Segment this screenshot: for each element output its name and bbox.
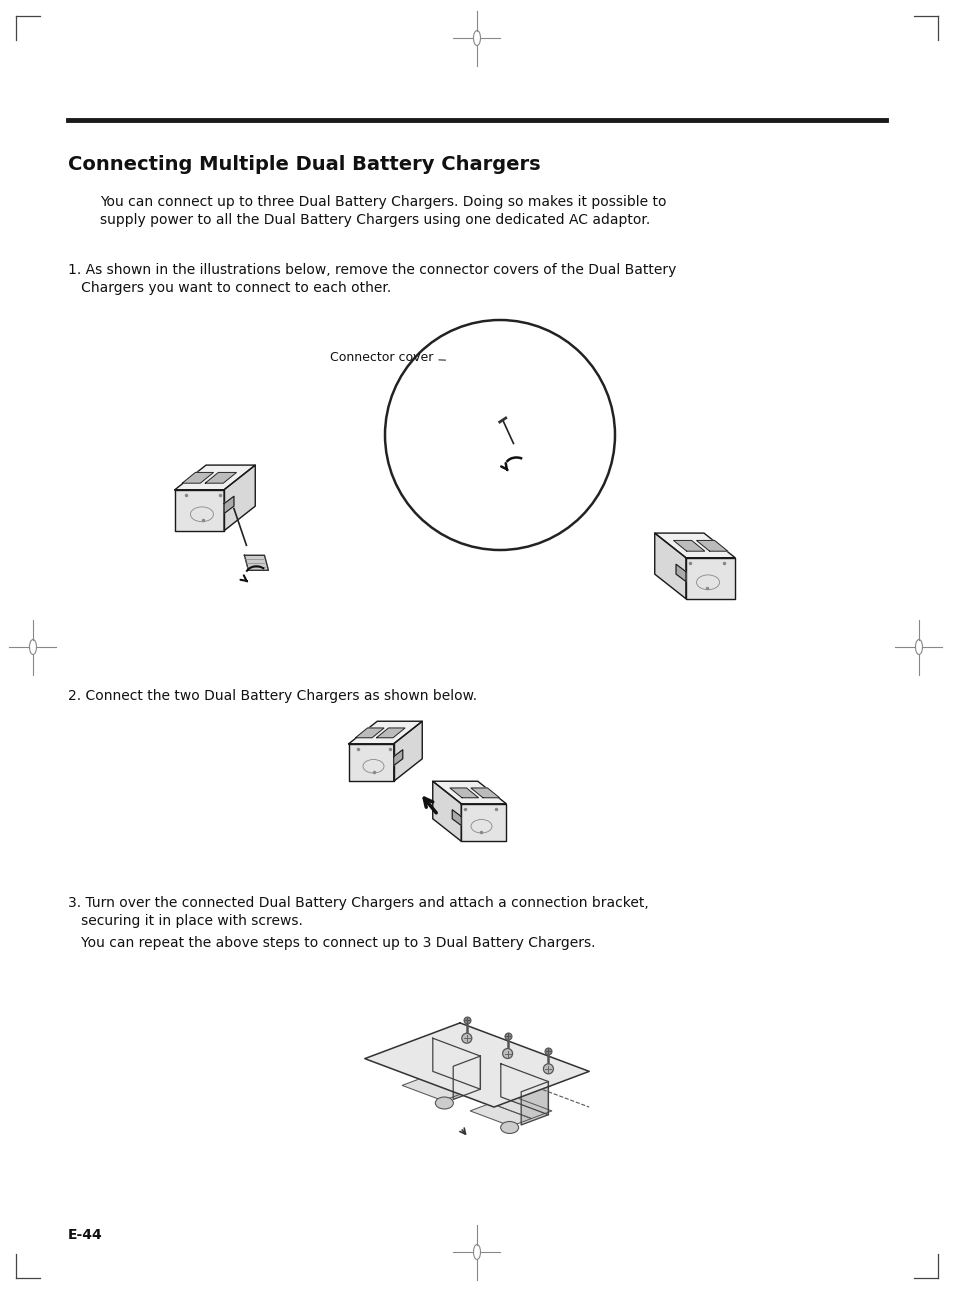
Polygon shape	[394, 721, 422, 782]
Text: You can repeat the above steps to connect up to 3 Dual Battery Chargers.: You can repeat the above steps to connec…	[68, 936, 595, 950]
Circle shape	[543, 1064, 553, 1074]
Polygon shape	[394, 749, 402, 766]
Polygon shape	[676, 564, 685, 581]
Polygon shape	[433, 782, 460, 841]
Polygon shape	[349, 721, 422, 744]
Polygon shape	[224, 465, 255, 531]
Polygon shape	[433, 782, 506, 804]
Polygon shape	[654, 533, 685, 599]
Polygon shape	[402, 1078, 463, 1101]
Polygon shape	[376, 729, 405, 738]
Text: Chargers you want to connect to each other.: Chargers you want to connect to each oth…	[68, 281, 391, 295]
Polygon shape	[470, 1104, 531, 1126]
Text: securing it in place with screws.: securing it in place with screws.	[68, 914, 302, 928]
Text: 3. Turn over the connected Dual Battery Chargers and attach a connection bracket: 3. Turn over the connected Dual Battery …	[68, 895, 648, 910]
Text: You can connect up to three Dual Battery Chargers. Doing so makes it possible to: You can connect up to three Dual Battery…	[100, 195, 666, 210]
Polygon shape	[696, 541, 727, 551]
Text: Connecting Multiple Dual Battery Chargers: Connecting Multiple Dual Battery Charger…	[68, 155, 540, 173]
Polygon shape	[460, 804, 506, 841]
Polygon shape	[490, 1096, 551, 1118]
Polygon shape	[455, 393, 483, 402]
Polygon shape	[433, 1038, 480, 1090]
Polygon shape	[520, 1082, 548, 1124]
Circle shape	[461, 1033, 472, 1043]
Polygon shape	[174, 465, 255, 489]
Polygon shape	[450, 788, 478, 797]
Polygon shape	[364, 1024, 589, 1108]
Ellipse shape	[435, 1097, 453, 1109]
Text: 1. As shown in the illustrations below, remove the connector covers of the Dual : 1. As shown in the illustrations below, …	[68, 263, 676, 277]
Polygon shape	[422, 1070, 483, 1093]
Text: supply power to all the Dual Battery Chargers using one dedicated AC adaptor.: supply power to all the Dual Battery Cha…	[100, 214, 650, 226]
Polygon shape	[244, 555, 268, 571]
Polygon shape	[182, 472, 213, 483]
Ellipse shape	[500, 1122, 518, 1134]
Polygon shape	[494, 415, 502, 431]
Text: E-44: E-44	[68, 1228, 103, 1242]
Polygon shape	[685, 558, 735, 599]
Polygon shape	[494, 386, 521, 446]
Polygon shape	[476, 393, 504, 402]
Polygon shape	[224, 497, 233, 514]
Polygon shape	[452, 810, 460, 826]
Polygon shape	[471, 788, 499, 797]
Text: 2. Connect the two Dual Battery Chargers as shown below.: 2. Connect the two Dual Battery Chargers…	[68, 688, 476, 703]
Polygon shape	[448, 409, 494, 446]
Polygon shape	[448, 386, 521, 409]
Polygon shape	[174, 489, 224, 531]
Polygon shape	[453, 1056, 480, 1100]
Polygon shape	[673, 541, 704, 551]
Polygon shape	[355, 729, 384, 738]
Polygon shape	[500, 1064, 548, 1114]
Text: Connector cover: Connector cover	[330, 351, 445, 364]
Circle shape	[502, 1048, 512, 1058]
Polygon shape	[349, 744, 394, 782]
Circle shape	[385, 320, 615, 550]
Polygon shape	[205, 472, 236, 483]
Polygon shape	[654, 533, 735, 558]
